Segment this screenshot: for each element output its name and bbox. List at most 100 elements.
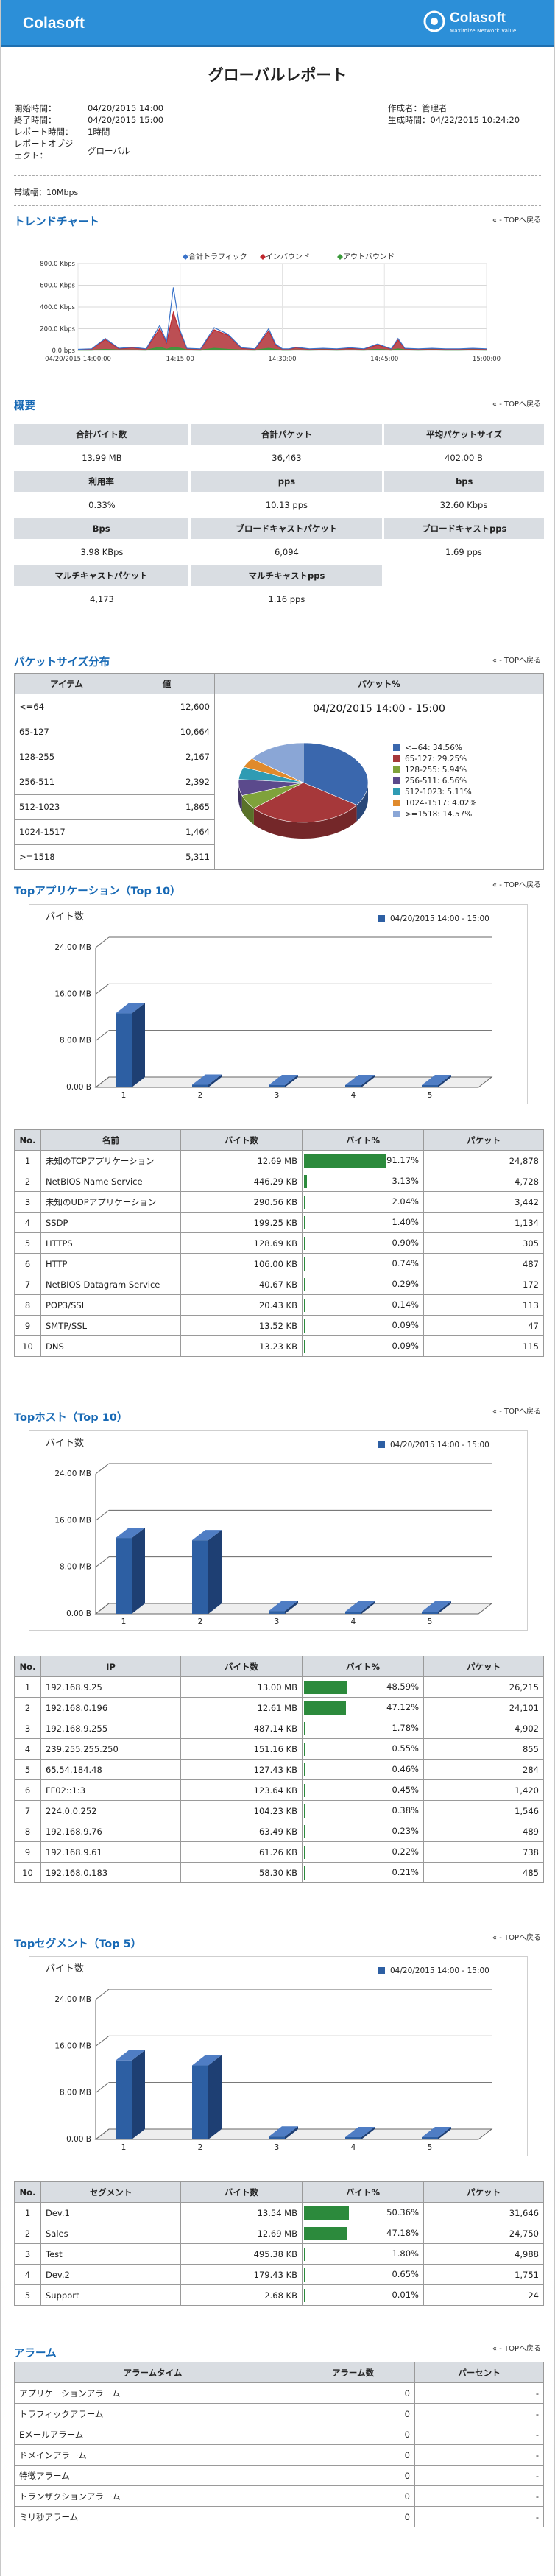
bar-2 [192,1074,222,1087]
summary-multicast-pps-value: 1.16 pps [268,594,305,604]
y-tick-label: 8.00 MB [60,1563,91,1572]
to-top-link-alarms[interactable]: « - TOPへ戻る [492,2345,541,2353]
to-top-link-apps[interactable]: « - TOPへ戻る [492,881,541,889]
bar-5 [422,1601,451,1614]
summary-total-bytes-value: 13.99 MB [82,453,122,463]
table-row: 1 Dev.1 13.54 MB 50.36% 31,646 [14,2202,544,2223]
x-tick-label: 14:15:00 [166,356,194,363]
bar-top [345,1075,375,1085]
legend-label: 04/20/2015 14:00 - 15:00 [390,1441,489,1450]
bar-top [269,2126,298,2137]
gridline [95,1076,110,1088]
pct-bar-cell: 0.45% [302,1779,424,1801]
bar-3 [269,2126,298,2139]
top-apps-table: No. 名前 バイト数 バイト% パケット 1 未知のTCPアプリケーション 12.69 MB… [14,1129,544,1357]
top-segments-chart-box: バイト数 04/20/2015 14:00 - 15:00 0.00 B 8.00 M… [29,1956,528,2156]
table-row: 1 未知のTCPアプリケーション 12.69 MB 91.17% 24,878 [14,1150,544,1171]
pct-bar-cell: 0.65% [302,2264,424,2285]
x-tick-label: 4 [351,2143,356,2152]
summary-total-packets-value: 36,463 [272,453,302,463]
series-line-0 [77,287,487,350]
gridline [95,936,110,948]
packet-size-header-item: アイテム [14,673,119,694]
top_apps-header-4: パケット [423,1129,544,1151]
bar-side [285,2126,298,2139]
bar-top [269,1601,298,1612]
to-top-link-segments[interactable]: « - TOPへ戻る [492,1934,541,1942]
top-hosts-chart-box: バイト数 04/20/2015 14:00 - 15:00 0.00 B 8.00 M… [29,1430,528,1631]
legend-label: アウトバウンド [343,253,395,261]
bar-top [422,2127,451,2137]
pct-bar-cell: 0.14% [302,1294,424,1316]
table-row: アプリケーションアラーム 0- [14,2382,544,2404]
logo-tagline: Maximize Network Value [450,28,517,34]
pct-bar-cell: 50.36% [302,2202,424,2223]
pct-bar [304,2206,349,2220]
to-top-link-trend[interactable]: « - TOPへ戻る [492,216,541,225]
report-meta: 開始時間： 04/20/2015 14:00 終了時間： 04/20/2015 15… [14,102,541,176]
top-segments-table: No. セグメント バイト数 バイト% パケット 1 Dev.1 13.54 MB 50.36%… [14,2181,544,2306]
pct-bar-cell: 0.21% [302,1862,424,1883]
packet-size-header-value: 値 [119,673,215,694]
summary-table: 合計バイト数 合計パケット 平均パケットサイズ 13.99 MB 36,463 … [14,424,544,613]
table-row: 7 NetBIOS Datagram Service 40.67 KB 0.29% 17… [14,1274,544,1295]
table-row: 65-127 10,664 [14,719,544,745]
bar-front [345,1612,361,1614]
bar-front [269,2136,285,2139]
top_hosts-header-0: No. [14,1656,41,1677]
legend-swatch [378,1967,385,1974]
bar-side [438,2127,451,2139]
packet-size-title: パケットサイズ分布 [14,657,110,668]
summary-total-bytes-label: 合計バイト数 [14,424,191,445]
x-tick-label: 14:45:00 [370,356,398,363]
bar-front [192,1540,208,1614]
gridline [95,2035,110,2047]
y-tick-label: 16.00 MB [54,1516,91,1525]
x-tick-label: 3 [275,1617,280,1626]
pct-bar-cell: 0.38% [302,1800,424,1821]
legend-label: 04/20/2015 14:00 - 15:00 [390,914,489,923]
top_segments-header-2: バイト数 [180,2181,303,2203]
summary-pps-label: pps [189,471,385,492]
bar-front [345,1085,361,1087]
bar-4 [345,1075,375,1087]
y-tick-label: 0.0 bps [52,347,76,355]
pct-bar [304,2268,305,2282]
to-top-link-summary[interactable]: « - TOPへ戻る [492,400,541,409]
y-tick-label: 16.00 MB [54,2042,91,2050]
bar-4 [345,1601,375,1614]
packet-size-table: アイテム 値 パケット% <=64 12,600 04/20/2015 14:00 … [14,673,544,871]
bar-front [269,1085,285,1087]
summary-title: 概要 [14,400,35,412]
to-top-link-packet-size[interactable]: « - TOPへ戻る [492,657,541,665]
x-tick-label: 1 [121,1617,127,1626]
bar-front [422,1612,438,1614]
bar-top [116,1003,145,1014]
table-row: 10 192.168.0.183 58.30 KB 0.21% 485 [14,1862,544,1883]
bar-front [116,1538,132,1614]
x-tick-label: 1 [121,1091,127,1100]
bar-side [361,1075,375,1087]
bar-front [116,1013,132,1087]
pct-bar-cell: 0.74% [302,1253,424,1274]
summary-Bps-label: Bps [14,518,191,539]
pct-bar-cell: 0.29% [302,1274,424,1295]
pct-bar [304,1339,305,1353]
table-row: 5 Support 2.68 KB 0.01% 24 [14,2284,544,2306]
bar-front [422,2137,438,2139]
pct-bar-cell: 91.17% [302,1150,424,1171]
pct-bar [304,1804,305,1818]
y-tick-label: 24.00 MB [54,1469,91,1478]
pct-bar-cell: 47.18% [302,2223,424,2244]
table-row: 9 SMTP/SSL 13.52 KB 0.09% 47 [14,1315,544,1336]
bar-side [285,1075,298,1087]
to-top-link-hosts[interactable]: « - TOPへ戻る [492,1408,541,1416]
bar-front [269,1611,285,1614]
x-tick-label: 14:30:00 [268,356,296,363]
table-row: <=64 12,600 04/20/2015 14:00 - 15:00 <=64: … [14,693,544,870]
author-value: 管理者 [422,103,448,113]
summary-multicast-packets-label: マルチキャストパケット [14,565,191,586]
pct-bar-cell: 3.13% [302,1171,424,1192]
x-tick-label: 3 [275,2143,280,2152]
legend-label: インバウンド [266,253,310,261]
